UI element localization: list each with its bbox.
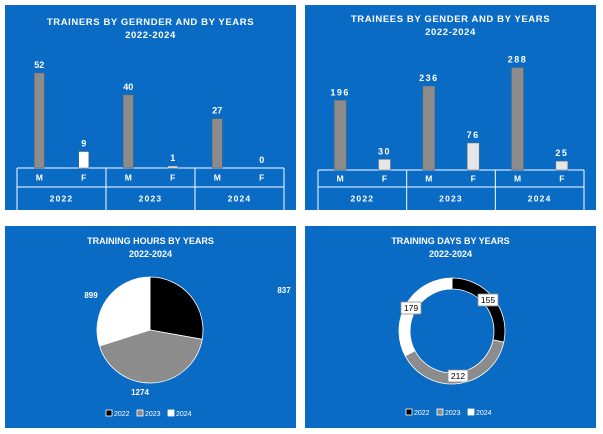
data-label: 30 (378, 146, 391, 156)
data-label: 196 (330, 87, 350, 97)
legend-swatch-2023 (136, 409, 144, 417)
data-label: 76 (467, 130, 480, 140)
legend-label: 2022 (414, 410, 430, 417)
bar-f-2023 (167, 165, 178, 169)
bar-f-2024 (555, 160, 569, 171)
legend-label: 2024 (476, 410, 492, 417)
bar-f-2022 (378, 159, 391, 171)
trainers-bar-chart: TRAINERS BY GERNDER AND BY YEARS 2022-20… (16, 17, 285, 210)
group-tick-label: 2023 (139, 194, 163, 204)
category-tick-label: M (425, 174, 432, 184)
legend-label: 2023 (445, 410, 461, 417)
group-tick-label: 2024 (228, 194, 252, 204)
legend-label: 2022 (114, 411, 130, 418)
training-hours-pie-chart: TRAINING HOURS BY YEARS 2022-2024 837 127… (84, 236, 291, 418)
data-label: 9 (81, 139, 86, 149)
bar-m-2023 (123, 94, 134, 169)
category-tick-label: M (214, 173, 221, 183)
legend-swatch-2023 (436, 408, 444, 416)
chart-title: TRAINING DAYS BY YEARS (391, 236, 509, 246)
training-days-donut-chart: TRAINING DAYS BY YEARS 2022-2024 155 212 1… (391, 236, 509, 417)
data-label: 212 (451, 371, 465, 381)
data-label: 1 (170, 153, 175, 163)
trainees-chart-panel: TRAINEES BY GENDER AND BY YEARS 2022-202… (305, 5, 596, 210)
chart-subtitle: 2022-2024 (129, 249, 172, 259)
bar-m-2024 (212, 118, 223, 169)
legend-label: 2024 (176, 411, 192, 418)
category-tick-label: F (259, 173, 264, 183)
bar-m-2024 (511, 67, 524, 171)
data-label: 0 (259, 155, 264, 165)
training-hours-chart-panel: TRAINING HOURS BY YEARS 2022-2024 837 127… (5, 226, 296, 428)
bar-f-2022 (78, 151, 89, 169)
training-days-chart-panel: TRAINING DAYS BY YEARS 2022-2024 155 212 1… (305, 226, 596, 428)
category-tick-label: M (337, 174, 344, 184)
legend-swatch-2022 (405, 408, 413, 416)
donut-segment-2024 (398, 277, 453, 357)
category-tick-label: F (559, 174, 564, 184)
data-label: 899 (84, 291, 98, 300)
data-label-box (477, 293, 499, 307)
category-tick-label: F (170, 173, 175, 183)
pie-slice-2024 (96, 276, 151, 347)
category-tick-label: M (36, 173, 43, 183)
data-label: 52 (34, 60, 44, 70)
donut-segment-2022 (451, 277, 506, 343)
chart-subtitle: 2022-2024 (425, 27, 476, 38)
data-label: 288 (508, 55, 528, 65)
bar-f-2023 (466, 142, 480, 171)
data-label: 40 (123, 82, 133, 92)
pie-slice-2023 (98, 329, 203, 384)
pie-slice-2022 (149, 276, 204, 340)
bar-m-2023 (422, 85, 436, 171)
bar-m-2022 (34, 72, 45, 169)
legend-label: 2023 (145, 411, 161, 418)
chart-title: TRAINEES BY GENDER AND BY YEARS (351, 14, 550, 25)
data-label: 25 (555, 148, 568, 158)
trainers-chart-panel: TRAINERS BY GERNDER AND BY YEARS 2022-20… (5, 5, 296, 210)
legend-swatch-2024 (167, 409, 175, 417)
category-tick-label: F (81, 173, 86, 183)
data-label-box (447, 369, 469, 383)
chart-title: TRAINING HOURS BY YEARS (87, 236, 214, 246)
category-tick-label: M (514, 174, 521, 184)
data-label: 1274 (131, 388, 149, 397)
legend-swatch-2024 (467, 408, 475, 416)
category-tick-label: F (382, 174, 387, 184)
group-tick-label: 2022 (50, 194, 74, 204)
data-label: 236 (419, 73, 439, 83)
category-tick-label: F (471, 174, 476, 184)
group-tick-label: 2022 (350, 194, 374, 204)
data-label: 179 (404, 303, 418, 313)
chart-subtitle: 2022-2024 (125, 30, 176, 41)
legend-swatch-2022 (105, 409, 113, 417)
data-label-box (400, 301, 422, 315)
group-tick-label: 2024 (528, 194, 552, 204)
data-label: 155 (481, 295, 495, 305)
chart-title: TRAINERS BY GERNDER AND BY YEARS (47, 17, 254, 28)
data-label: 27 (212, 106, 222, 116)
data-label: 837 (277, 286, 291, 295)
chart-subtitle: 2022-2024 (429, 249, 472, 259)
category-tick-label: M (125, 173, 132, 183)
bar-m-2022 (333, 100, 347, 171)
group-tick-label: 2023 (439, 194, 463, 204)
trainees-bar-chart: TRAINEES BY GENDER AND BY YEARS 2022-202… (317, 14, 585, 210)
